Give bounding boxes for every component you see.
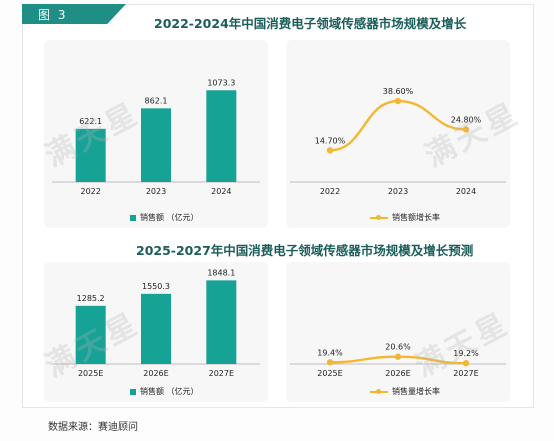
bar-value-label: 1550.3	[142, 282, 170, 291]
bar-2025E	[75, 305, 106, 364]
bar-2027E	[206, 280, 237, 364]
data-point-2022	[326, 147, 334, 154]
legend-growth-2025-2027: 销售量增长率	[370, 386, 440, 397]
x-tick-label: 2026E	[143, 369, 168, 378]
bar-2023	[141, 108, 171, 182]
legend-bar-swatch	[130, 388, 136, 395]
bar-value-label: 1285.2	[77, 294, 105, 303]
point-value-label: 24.80%	[451, 115, 482, 124]
x-tick-label: 2027E	[453, 369, 478, 378]
legend-line-swatch	[370, 214, 388, 220]
bar-panel-2025-2027: 1285.2 2025E 1550.3 2026E 1848.1 2027E	[44, 262, 268, 402]
legend-sales-2025-2027: 销售额 （亿元）	[130, 386, 199, 397]
data-point-2027E	[462, 360, 470, 367]
bar-2026E	[141, 293, 171, 364]
line-panel-2022-2024: 14.70% 2022 38.60% 2023 24.80% 2024	[286, 40, 510, 228]
line-chart-2022-2024: 14.70% 2022 38.60% 2023 24.80% 2024	[290, 87, 506, 196]
x-tick-label: 2026E	[385, 369, 410, 378]
data-point-2025E	[326, 359, 334, 366]
bar-value-label: 1848.1	[207, 268, 235, 277]
bar-value-label: 1073.3	[207, 78, 235, 87]
data-point-2026E	[394, 353, 402, 360]
line-panel-2025-2027: 19.4% 2025E 20.6% 2026E 19.2% 2027E	[286, 262, 510, 402]
x-tick-label: 2022	[320, 187, 340, 196]
x-tick-label: 2025E	[317, 369, 342, 378]
legend-growth-label: 销售额增长率	[392, 213, 440, 222]
figure-label-tab: 图 3	[22, 4, 126, 24]
point-value-label: 20.6%	[385, 343, 411, 352]
x-tick-label: 2027E	[209, 369, 234, 378]
chart-title-2025-2027: 2025-2027年中国消费电子领域传感器市场规模及增长预测	[136, 243, 474, 258]
chart-title-2022-2024: 2022-2024年中国消费电子领域传感器市场规模及增长	[154, 16, 467, 31]
point-value-label: 19.4%	[317, 348, 343, 357]
data-point-2024	[462, 126, 470, 133]
x-tick-label: 2024	[456, 187, 476, 196]
point-value-label: 38.60%	[383, 87, 414, 96]
bar-value-label: 622.1	[79, 117, 102, 126]
bar-value-label: 862.1	[145, 96, 168, 105]
x-tick-label: 2023	[146, 187, 166, 196]
point-value-label: 14.70%	[315, 136, 346, 145]
bar-panel-2022-2024: 622.1 2022 862.1 2023 1073.3 2024	[44, 40, 268, 228]
data-source-note: 数据来源：赛迪顾问	[48, 422, 138, 433]
bar-2024	[206, 90, 237, 182]
legend-sales-label: 销售额 （亿元）	[140, 387, 199, 396]
bar-chart-2022-2024: 622.1 2022 862.1 2023 1073.3 2024	[52, 78, 260, 196]
legend-sales-label: 销售额 （亿元）	[140, 213, 199, 222]
point-value-label: 19.2%	[453, 349, 479, 358]
figure-label: 图 3	[38, 8, 68, 22]
line-chart-2025-2027: 19.4% 2025E 20.6% 2026E 19.2% 2027E	[290, 343, 506, 378]
bar-2022	[75, 128, 106, 182]
legend-bar-swatch	[130, 214, 136, 221]
x-tick-label: 2023	[388, 187, 408, 196]
legend-line-swatch	[370, 388, 388, 394]
data-point-2023	[394, 97, 402, 105]
x-tick-label: 2025E	[78, 369, 103, 378]
x-tick-label: 2024	[211, 187, 231, 196]
legend-growth-2022-2024: 销售额增长率	[370, 212, 440, 223]
legend-growth-label: 销售量增长率	[392, 387, 440, 396]
x-tick-label: 2022	[80, 187, 100, 196]
legend-sales-2022-2024: 销售额 （亿元）	[130, 212, 199, 223]
bar-chart-2025-2027: 1285.2 2025E 1550.3 2026E 1848.1 2027E	[52, 268, 260, 378]
